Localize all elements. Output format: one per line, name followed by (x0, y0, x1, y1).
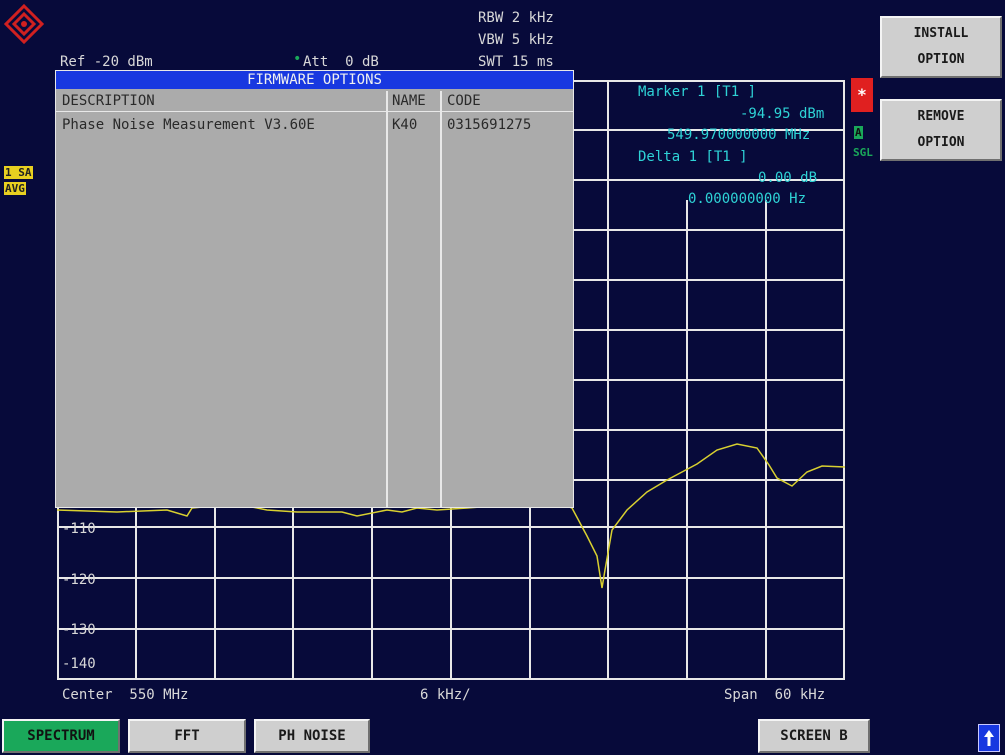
option-name: K40 (392, 117, 418, 133)
softkey-label: REMOVE (917, 109, 965, 124)
status-star-badge: * (851, 78, 873, 112)
softkey-label: OPTION (917, 135, 965, 150)
trace-badge: 1 SA (4, 166, 33, 179)
ph-noise-hotkey[interactable]: PH NOISE (254, 719, 370, 753)
up-arrow-icon[interactable] (978, 724, 1000, 752)
att-marker-icon: • (293, 51, 302, 67)
sweep-time: SWT 15 ms (478, 54, 554, 70)
center-frequency: Center 550 MHz (62, 687, 189, 703)
column-header-name: NAME (392, 93, 426, 109)
column-header-code: CODE (447, 93, 481, 109)
table-header: DESCRIPTION NAME CODE (56, 91, 573, 112)
rohde-schwarz-logo-icon (3, 3, 45, 45)
status-a-badge: A (854, 126, 863, 139)
delta-level: 0.00 dB (758, 170, 818, 186)
avg-badge: AVG (4, 182, 26, 195)
remove-option-button[interactable]: REMOVE OPTION (880, 99, 1002, 161)
spectrum-hotkey[interactable]: SPECTRUM (2, 719, 120, 753)
softkey-label: INSTALL (913, 26, 969, 41)
screen-b-hotkey[interactable]: SCREEN B (758, 719, 870, 753)
fft-hotkey[interactable]: FFT (128, 719, 246, 753)
rbw: RBW 2 kHz (478, 10, 554, 26)
attenuation: Att 0 dB (303, 54, 379, 70)
ref-level: Ref -20 dBm (60, 54, 153, 70)
option-description: Phase Noise Measurement V3.60E (62, 117, 315, 133)
column-divider (440, 91, 442, 507)
install-option-button[interactable]: INSTALL OPTION (880, 16, 1002, 78)
y-axis-label: -130 (62, 622, 96, 638)
marker-frequency: 549.970000000 MHz (667, 127, 811, 143)
span: Span 60 kHz (724, 687, 826, 703)
vbw: VBW 5 kHz (478, 32, 554, 48)
dialog-title: FIRMWARE OPTIONS (56, 71, 573, 89)
y-axis-label: -110 (62, 521, 96, 537)
delta-label: Delta 1 [T1 ] (638, 149, 748, 165)
status-sgl-badge: SGL (853, 146, 873, 159)
delta-frequency: 0.000000000 Hz (688, 191, 807, 207)
column-divider (386, 91, 388, 507)
softkey-label: OPTION (917, 52, 965, 67)
option-code: 0315691275 (447, 117, 532, 133)
span-per-division: 6 kHz/ (420, 687, 471, 703)
marker-level: -94.95 dBm (740, 106, 825, 122)
marker-label: Marker 1 [T1 ] (638, 84, 757, 100)
y-axis-label: -120 (62, 572, 96, 588)
column-header-description: DESCRIPTION (62, 93, 155, 109)
y-axis-label: -140 (62, 656, 96, 672)
firmware-options-dialog: FIRMWARE OPTIONS DESCRIPTION NAME CODE P… (55, 70, 574, 508)
